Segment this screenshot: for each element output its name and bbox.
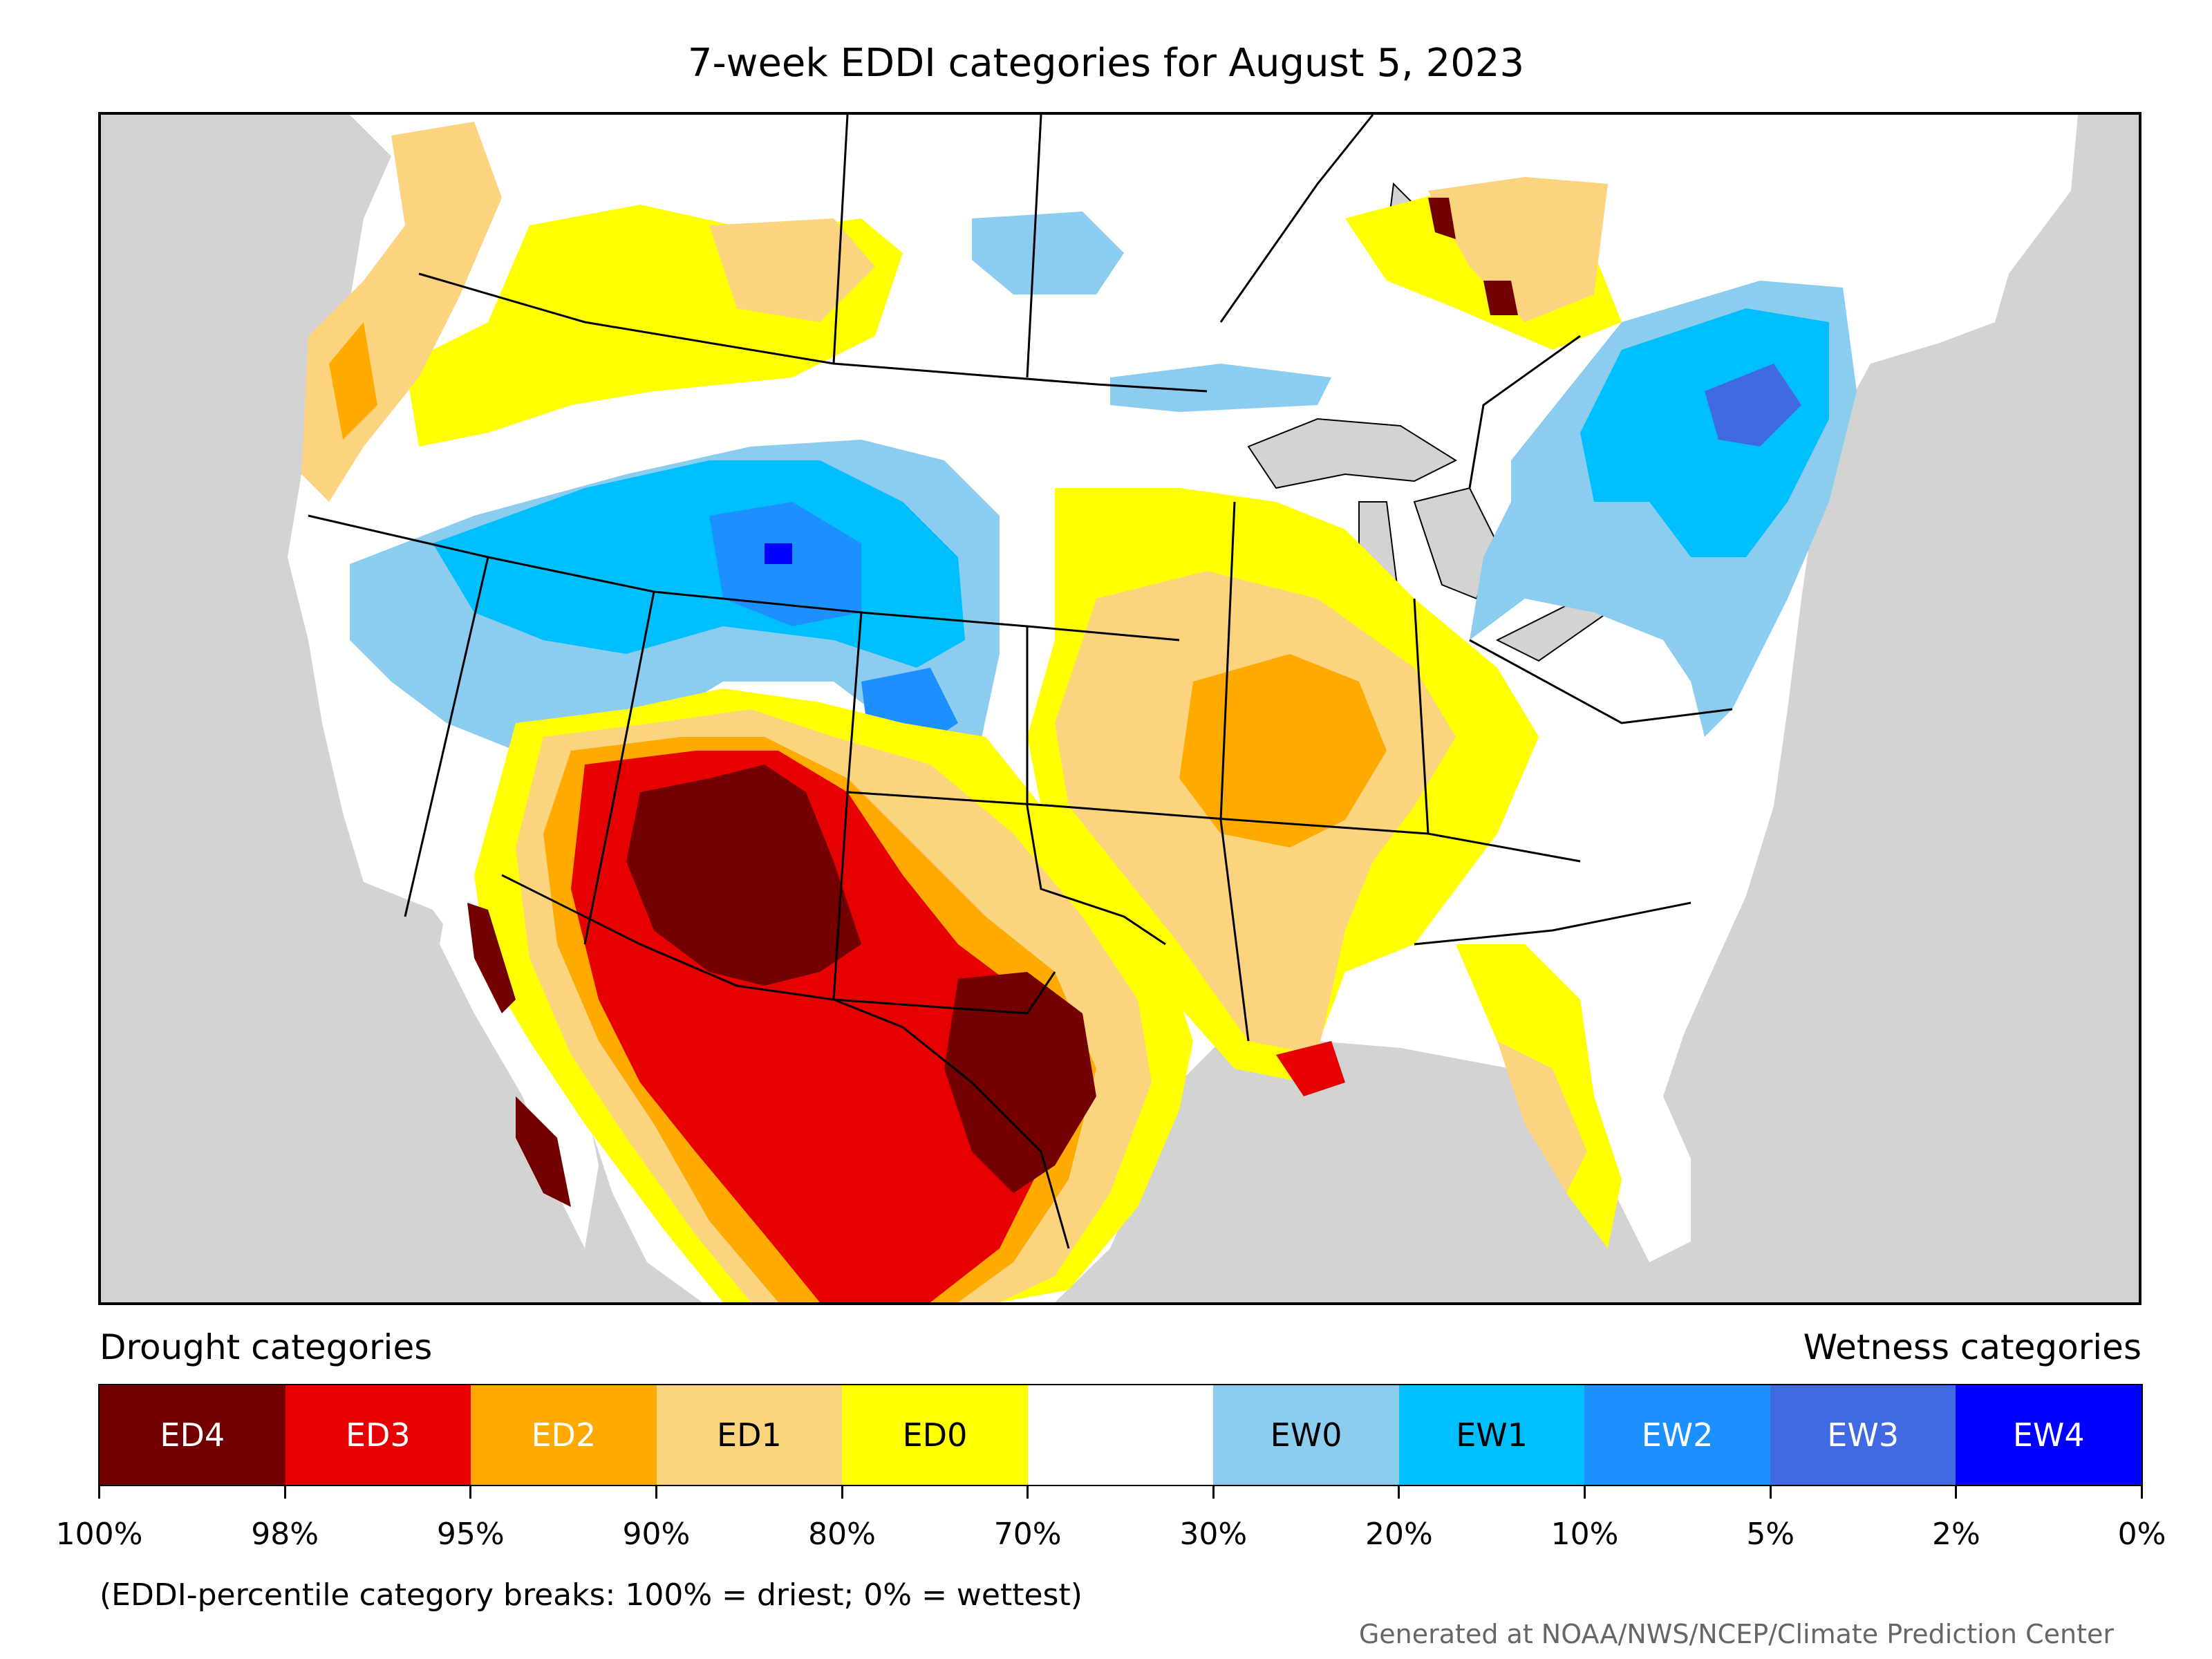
colorbar-cell-ew1: EW1: [1398, 1385, 1585, 1485]
colorbar-cell-normal: [1027, 1385, 1214, 1485]
tick-mark: [1398, 1486, 1400, 1499]
tick-label: 70%: [993, 1517, 1062, 1552]
category-colorbar: ED4 ED3 ED2 ED1 ED0 EW0 EW1 EW2 EW3 EW4: [98, 1384, 2143, 1486]
tick-label: 10%: [1550, 1517, 1619, 1552]
colorbar-cell-ew2: EW2: [1584, 1385, 1770, 1485]
map-title: 7-week EDDI categories for August 5, 202…: [687, 41, 1525, 86]
tick-label: 100%: [55, 1517, 143, 1552]
drought-categories-label: Drought categories: [100, 1327, 433, 1367]
wetness-categories-label: Wetness categories: [1803, 1327, 2141, 1367]
colorbar-cell-ew3: EW3: [1770, 1385, 1956, 1485]
tick-mark: [1955, 1486, 1958, 1499]
category-breaks-note: (EDDI-percentile category breaks: 100% =…: [100, 1577, 1082, 1613]
eddi-map: [98, 112, 2141, 1305]
colorbar-cell-ed4: ED4: [100, 1385, 285, 1485]
tick-mark: [1212, 1486, 1215, 1499]
tick-label: 0%: [2117, 1517, 2166, 1552]
tick-label: 90%: [622, 1517, 691, 1552]
state-boundaries: [308, 115, 1733, 1249]
tick-label: 30%: [1179, 1517, 1248, 1552]
tick-mark: [469, 1486, 472, 1499]
tick-label: 2%: [1931, 1517, 1980, 1552]
tick-mark: [1769, 1486, 1772, 1499]
tick-mark: [2141, 1486, 2143, 1499]
tick-mark: [98, 1486, 100, 1499]
colorbar-cell-ed0: ED0: [842, 1385, 1028, 1485]
tick-mark: [1584, 1486, 1586, 1499]
colorbar-cell-ed3: ED3: [285, 1385, 471, 1485]
percentile-ticks: 100% 98% 95% 90% 80% 70% 30% 20% 10% 5% 2% 0%: [56, 1486, 2166, 1552]
tick-label: 98%: [251, 1517, 319, 1552]
tick-label: 20%: [1365, 1517, 1433, 1552]
tick-label: 80%: [808, 1517, 876, 1552]
map-canvas: [288, 115, 2078, 1302]
colorbar-cell-ew4: EW4: [1956, 1385, 2142, 1485]
colorbar-cell-ed2: ED2: [471, 1385, 657, 1485]
colorbar-cell-ed1: ED1: [656, 1385, 843, 1485]
tick-mark: [655, 1486, 657, 1499]
tick-mark: [1027, 1486, 1029, 1499]
tick-mark: [841, 1486, 843, 1499]
credit-line: Generated at NOAA/NWS/NCEP/Climate Predi…: [1358, 1619, 2114, 1649]
tick-label: 95%: [436, 1517, 505, 1552]
tick-mark: [283, 1486, 286, 1499]
colorbar-cell-ew0: EW0: [1213, 1385, 1399, 1485]
tick-label: 5%: [1746, 1517, 1795, 1552]
drought-regions: [301, 122, 1622, 1302]
